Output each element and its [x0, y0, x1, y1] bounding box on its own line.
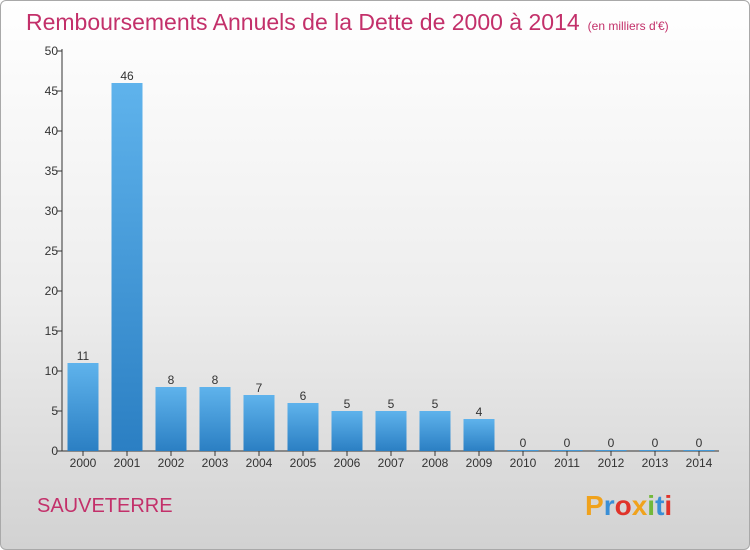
y-tick-label: 20 [45, 284, 59, 298]
brand-letter: i [664, 490, 673, 521]
commune-name: SAUVETERRE [37, 495, 173, 517]
y-axis: 0 5 10 15 20 25 30 35 40 45 50 [45, 44, 63, 458]
bar [551, 450, 583, 451]
data-labels: 11 46 8 8 7 6 5 5 5 4 0 0 0 0 0 [77, 69, 703, 450]
y-tick-label: 10 [45, 364, 59, 378]
x-tick-label: 2003 [202, 456, 229, 470]
y-tick-label: 50 [45, 44, 59, 58]
x-tick-label: 2007 [378, 456, 405, 470]
bar [287, 403, 319, 451]
data-label: 11 [77, 349, 90, 363]
brand-letter: o [614, 490, 632, 521]
bars [67, 83, 715, 451]
data-label: 7 [256, 381, 263, 395]
data-label: 5 [432, 397, 439, 411]
bar [331, 411, 363, 451]
x-tick-label: 2006 [334, 456, 361, 470]
x-tick-label: 2010 [510, 456, 537, 470]
x-axis: 2000 2001 2002 2003 2004 2005 2006 2007 2008 2009… [62, 450, 719, 470]
data-label: 5 [388, 397, 395, 411]
x-tick-label: 2012 [598, 456, 625, 470]
bar [155, 387, 187, 451]
bar [507, 450, 539, 451]
chart-subtitle: (en milliers d'€) [587, 19, 669, 33]
bar [199, 387, 231, 451]
y-tick-label: 5 [51, 404, 58, 418]
y-tick-label: 25 [45, 244, 59, 258]
y-tick-label: 35 [45, 164, 59, 178]
y-tick-label: 0 [51, 444, 58, 458]
data-label: 0 [696, 436, 703, 450]
data-label: 0 [652, 436, 659, 450]
brand-letter: P [585, 490, 604, 521]
x-tick-label: 2001 [114, 456, 141, 470]
data-label: 6 [300, 389, 307, 403]
x-tick-label: 2014 [686, 456, 713, 470]
bar [67, 363, 99, 451]
data-label: 8 [168, 373, 175, 387]
x-tick-label: 2011 [554, 456, 580, 470]
bar [111, 83, 143, 451]
x-tick-label: 2008 [422, 456, 449, 470]
x-tick-label: 2009 [466, 456, 493, 470]
bar [595, 450, 627, 451]
data-label: 5 [344, 397, 351, 411]
data-label: 4 [476, 405, 483, 419]
title-text: Remboursements Annuels de la Dette de 20… [26, 9, 580, 35]
brand-letter: x [631, 490, 648, 521]
data-label: 0 [520, 436, 527, 450]
brand-letter: i [647, 490, 656, 521]
bar [375, 411, 407, 451]
data-label: 0 [608, 436, 615, 450]
data-label: 0 [564, 436, 571, 450]
bar [639, 450, 671, 451]
bar [243, 395, 275, 451]
bar [419, 411, 451, 451]
x-tick-label: 2005 [290, 456, 317, 470]
x-tick-label: 2004 [246, 456, 273, 470]
y-tick-label: 15 [45, 324, 59, 338]
data-label: 8 [212, 373, 219, 387]
y-tick-label: 40 [45, 124, 59, 138]
x-tick-label: 2013 [642, 456, 669, 470]
proxiti-logo[interactable]: Proxiti [585, 490, 672, 522]
x-tick-label: 2002 [158, 456, 185, 470]
x-tick-label: 2000 [70, 456, 97, 470]
bar [463, 419, 495, 451]
brand-letter: r [603, 490, 615, 521]
brand-letter: t [655, 490, 665, 521]
y-tick-label: 45 [45, 84, 59, 98]
y-tick-label: 30 [45, 204, 59, 218]
chart-title: Remboursements Annuels de la Dette de 20… [26, 9, 669, 36]
data-label: 46 [120, 69, 134, 83]
bar [683, 450, 715, 451]
